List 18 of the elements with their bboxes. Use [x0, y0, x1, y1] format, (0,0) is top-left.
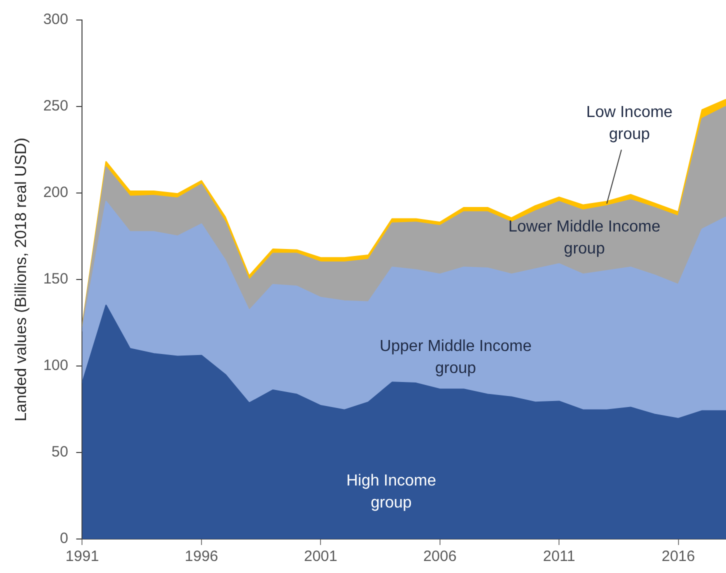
y-tick-label: 50	[52, 444, 68, 461]
x-tick-label: 2011	[542, 548, 576, 566]
y-tick-label: 0	[60, 530, 68, 548]
series-label: Lower Middle Income group	[508, 218, 661, 258]
series-label: High Income group	[346, 472, 436, 512]
y-tick-label: 300	[43, 11, 68, 28]
y-tick-label: 100	[43, 357, 68, 374]
x-tick-label: 2006	[423, 548, 457, 566]
x-tick-label: 1996	[184, 548, 218, 566]
y-tick-label: 150	[43, 270, 68, 288]
x-tick-label: 2016	[662, 548, 695, 566]
series-label: Low Income group	[586, 104, 673, 144]
x-tick-label: 2001	[304, 548, 338, 566]
series-label: Upper Middle Income group	[380, 338, 532, 377]
y-axis-title: Landed values (Billions, 2018 real USD)	[13, 138, 30, 422]
y-tick-label: 200	[43, 184, 68, 202]
x-tick-label: 1991	[66, 548, 99, 566]
y-tick-label: 250	[43, 98, 68, 115]
